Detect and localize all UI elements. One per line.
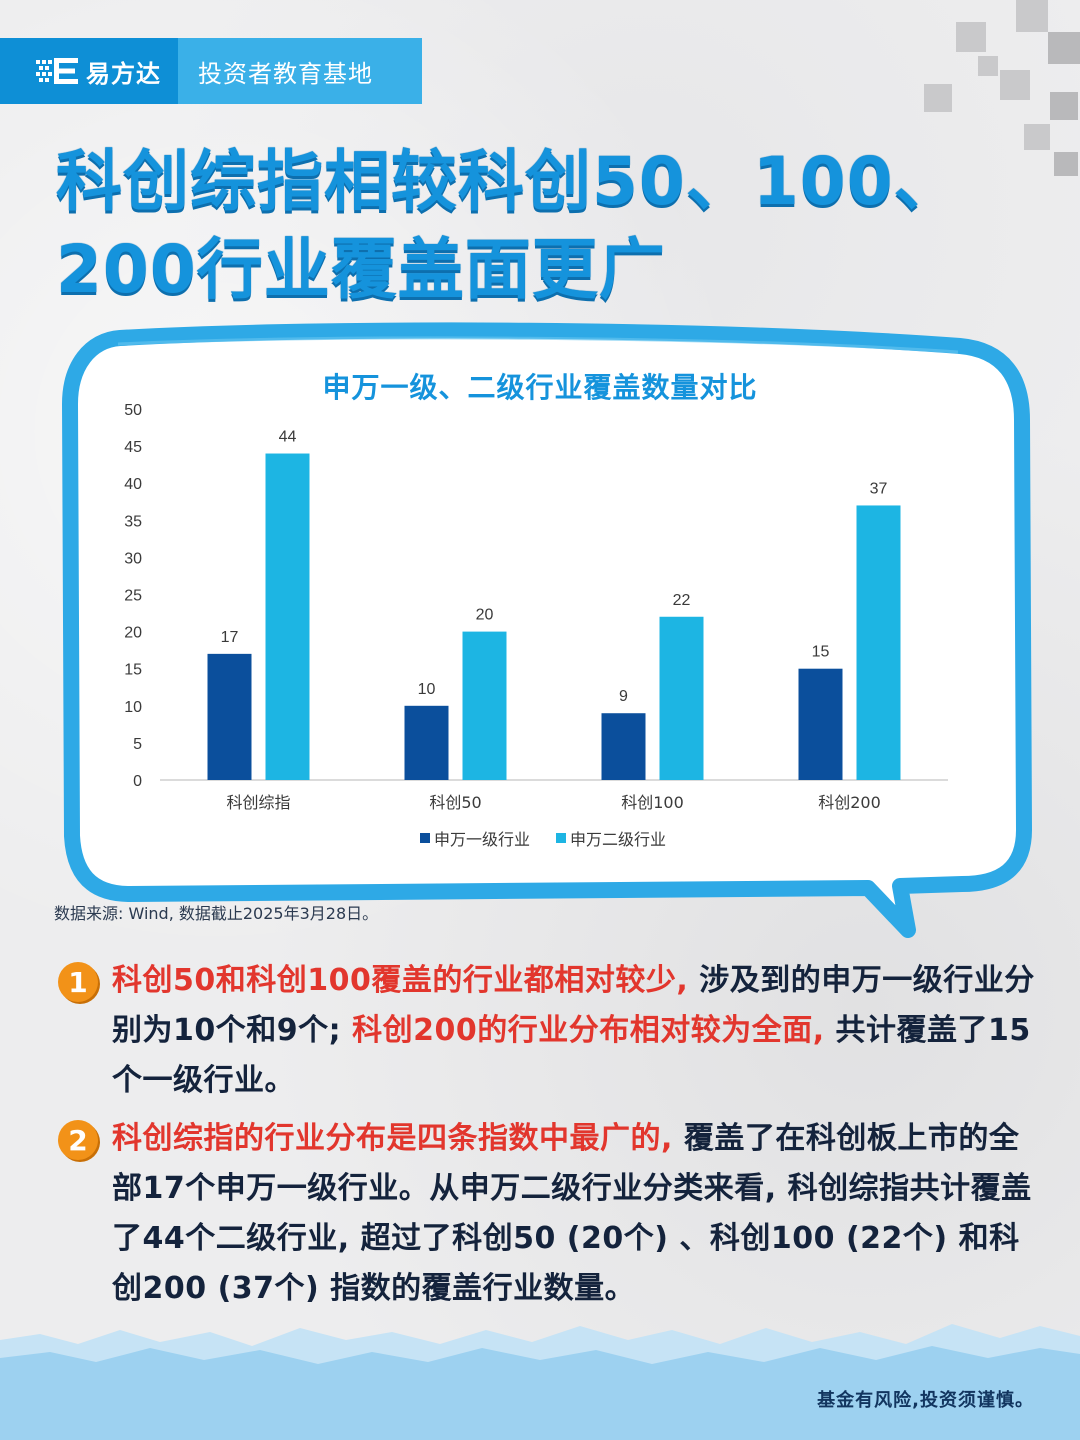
point-1-highlight-b: 科创200的行业分布相对较为全面,	[352, 1013, 825, 1048]
brand-bar: 易方达 投资者教育基地	[0, 38, 422, 104]
point-2-text: 科创综指的行业分布是四条指数中最广的, 覆盖了在科创板上市的全部17个申万一级行…	[112, 1114, 1038, 1314]
bar	[462, 631, 507, 780]
y-tick-label: 5	[133, 736, 142, 753]
bar	[265, 453, 310, 780]
y-tick-label: 15	[124, 662, 142, 679]
brand-name: 易方达	[86, 59, 161, 88]
y-tick-label: 35	[124, 513, 142, 530]
data-label: 44	[279, 429, 297, 446]
y-tick-label: 20	[124, 625, 142, 642]
y-tick-label: 40	[124, 476, 142, 493]
data-label: 9	[619, 688, 628, 705]
bar-chart: 0 5 10 15 20 25 30 35 40 45 50 科创综指 17 44 科创50 10 20 科创10…	[124, 402, 948, 849]
x-tick-label: 科创综指	[226, 793, 290, 812]
y-tick-label: 25	[124, 588, 142, 605]
y-tick-label: 45	[124, 439, 142, 456]
data-label: 20	[476, 607, 494, 624]
page-title-line2: 200行业覆盖面更广	[56, 231, 666, 308]
x-tick-label: 科创50	[429, 793, 481, 812]
data-label: 17	[221, 629, 239, 646]
point-1-body-a: 涉及到的申万一级行业分别为10个和9个;	[112, 963, 1035, 1048]
point-1-highlight-a: 科创50和科创100覆盖的行业都相对较少,	[112, 963, 689, 998]
data-source-note: 数据来源: Wind, 数据截止2025年3月28日。	[54, 904, 379, 923]
legend-label: 申万二级行业	[570, 830, 666, 849]
bar	[404, 705, 449, 780]
data-label: 22	[673, 592, 691, 609]
point-2-body: 覆盖了在科创板上市的全部17个申万一级行业。从申万二级行业分类来看, 科创综指共…	[112, 1121, 1032, 1306]
brand-logo: 易方达	[0, 38, 178, 104]
bar	[207, 653, 252, 780]
data-label: 15	[812, 644, 830, 661]
point-2-highlight: 科创综指的行业分布是四条指数中最广的,	[112, 1121, 673, 1156]
x-tick-label: 科创100	[621, 793, 684, 812]
bar	[798, 668, 843, 780]
point-1: 1 科创50和科创100覆盖的行业都相对较少, 涉及到的申万一级行业分别为10个…	[58, 956, 1038, 1106]
point-number-badge: 2	[58, 1120, 98, 1160]
point-number-badge: 1	[58, 962, 98, 1002]
brand-subtitle: 投资者教育基地	[178, 38, 422, 104]
data-label: 10	[418, 681, 436, 698]
bar	[856, 505, 901, 780]
bar	[659, 616, 704, 780]
y-tick-label: 30	[124, 550, 142, 567]
point-1-body-b: 共计覆盖了15个一级行业。	[112, 1013, 1031, 1098]
risk-disclaimer: 基金有风险,投资须谨慎。	[817, 1390, 1034, 1411]
legend-label: 申万一级行业	[434, 830, 530, 849]
chart-title: 申万一级、二级行业覆盖数量对比	[322, 371, 758, 404]
y-tick-label: 50	[124, 402, 142, 419]
page-title: 科创综指相较科创50、100、 200行业覆盖面更广	[56, 138, 1036, 314]
y-tick-label: 0	[133, 773, 142, 790]
bar	[601, 713, 646, 780]
point-1-text: 科创50和科创100覆盖的行业都相对较少, 涉及到的申万一级行业分别为10个和9…	[112, 956, 1038, 1106]
efunds-logo-icon	[36, 58, 78, 84]
legend-swatch	[420, 833, 430, 843]
page-title-line1: 科创综指相较科创50、100、	[56, 143, 961, 220]
legend-swatch	[556, 833, 566, 843]
y-tick-label: 10	[124, 699, 142, 716]
point-2: 2 科创综指的行业分布是四条指数中最广的, 覆盖了在科创板上市的全部17个申万一…	[58, 1114, 1038, 1314]
x-tick-label: 科创200	[818, 793, 881, 812]
torn-paper-footer	[0, 1324, 1080, 1440]
data-label: 37	[870, 480, 888, 497]
